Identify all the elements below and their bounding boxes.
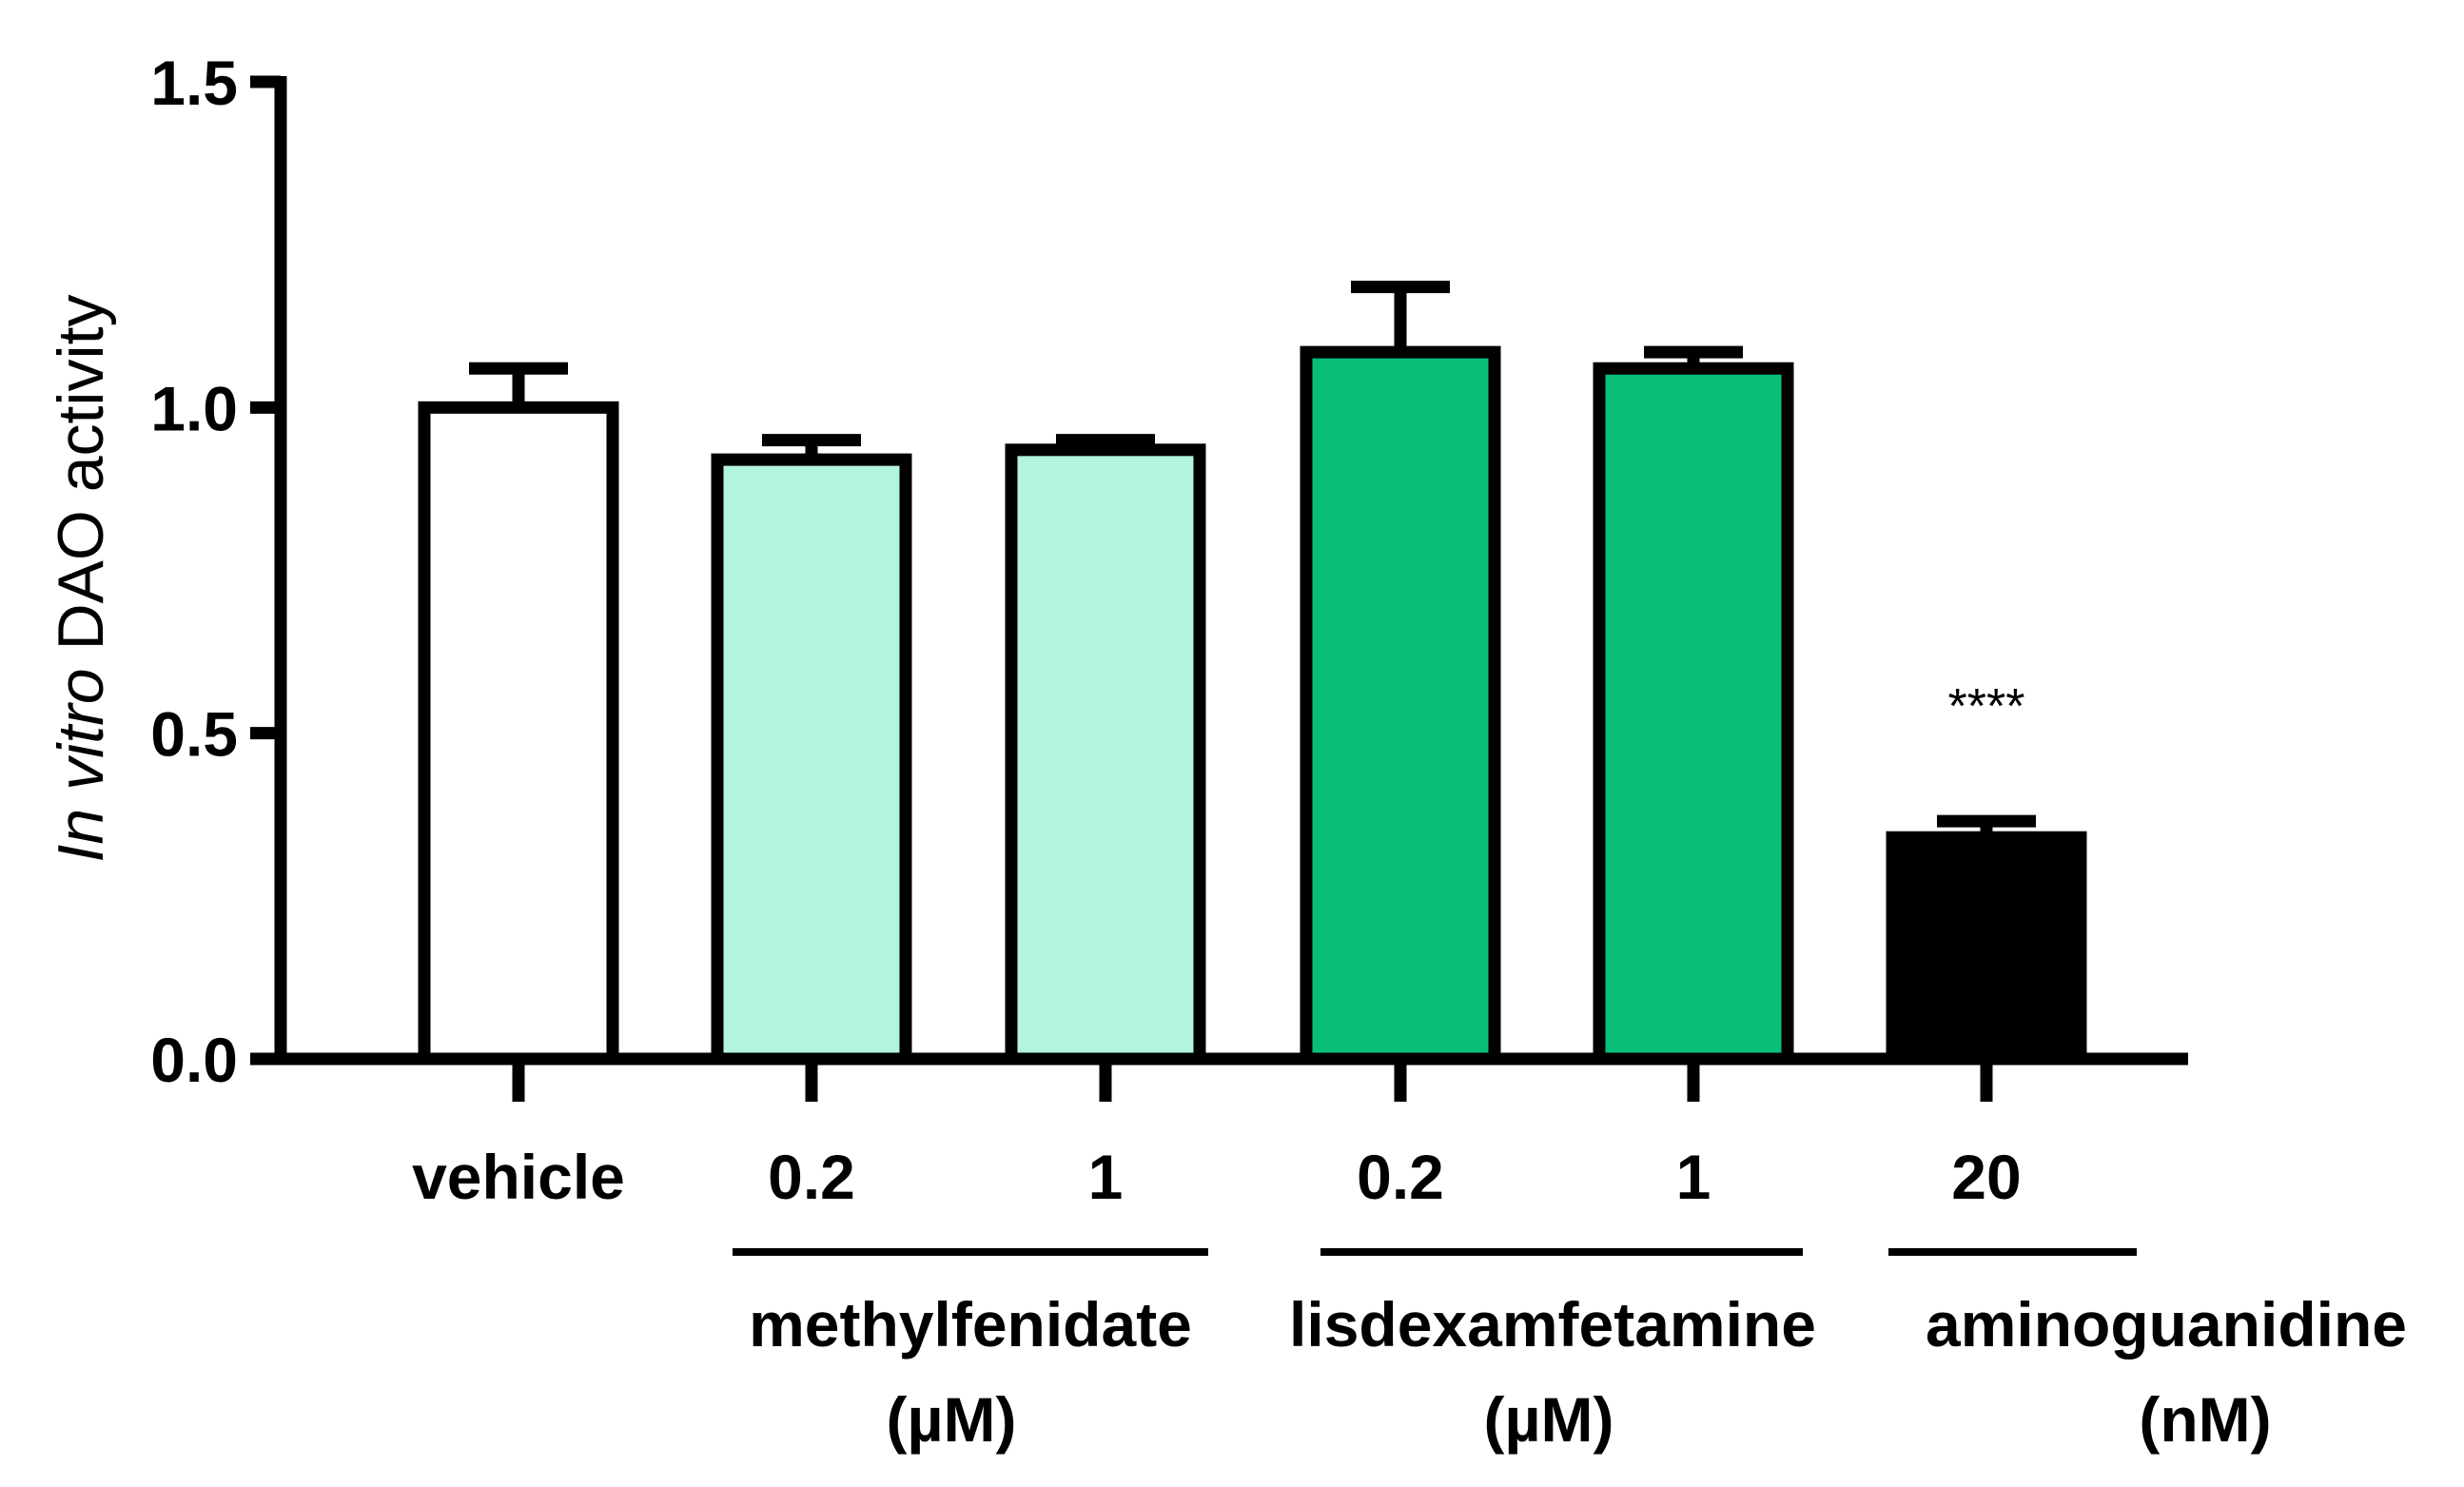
group-label: aminoguanidine <box>1926 1289 2407 1360</box>
bar <box>418 401 619 1066</box>
significance-annotation: **** <box>1948 679 2025 734</box>
bar <box>1886 831 2087 1066</box>
y-axis-label: In vitro DAO activity <box>45 294 117 862</box>
y-axis-label-rest: DAO activity <box>45 294 117 668</box>
category-label: 20 <box>1951 1142 2021 1212</box>
bar <box>1593 362 1794 1066</box>
labels: vehicle 0.2 1 0.2 1 20 **** methylfenidate (µM) l… <box>412 679 2407 1455</box>
category-label: 0.2 <box>1357 1142 1444 1212</box>
bar <box>1005 443 1206 1066</box>
bar <box>711 453 912 1066</box>
y-tick-label: 0.0 <box>150 1025 238 1095</box>
group-label: methylfenidate <box>749 1289 1192 1360</box>
y-axis-label-italic: In vitro <box>45 668 117 862</box>
y-tick-label: 1.5 <box>150 48 238 118</box>
category-label: vehicle <box>412 1142 625 1212</box>
category-label: 0.2 <box>768 1142 855 1212</box>
group-unit-label: (µM) <box>887 1384 1017 1455</box>
bar <box>1300 345 1501 1066</box>
y-tick-label: 0.5 <box>150 699 238 770</box>
category-label: 1 <box>1676 1142 1711 1212</box>
category-label: 1 <box>1088 1142 1124 1212</box>
group-unit-label: (nM) <box>2139 1384 2271 1455</box>
bars <box>418 281 2087 1066</box>
group-unit-label: (µM) <box>1484 1384 1614 1455</box>
group-label: lisdexamfetamine <box>1289 1289 1816 1360</box>
y-tick-label: 1.0 <box>150 373 238 443</box>
